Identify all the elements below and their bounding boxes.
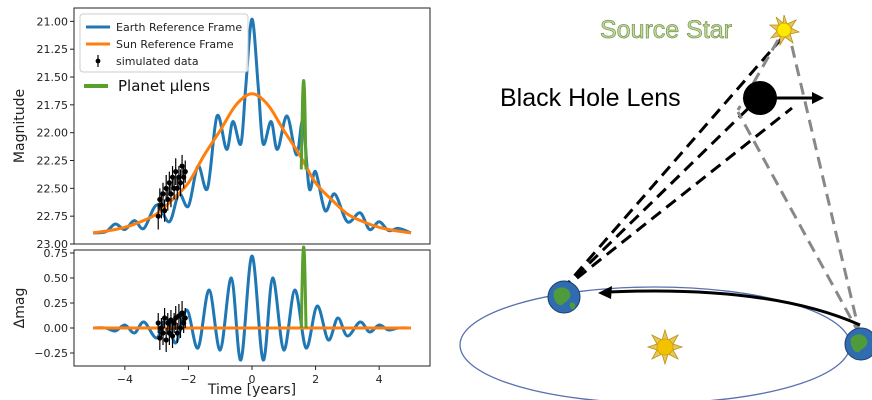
orbit-motion-arrow <box>607 289 861 327</box>
y-tick-label: 22.00 <box>37 127 69 140</box>
data-point <box>160 330 166 336</box>
y-tick-label: 21.75 <box>37 99 69 112</box>
legend-label-earth: Earth Reference Frame <box>116 21 242 34</box>
lens-arrow-head <box>812 92 824 104</box>
bottom-y-axis-label: Δmag <box>12 288 28 329</box>
y-tick-label: 23.00 <box>37 238 69 251</box>
lensing-geometry-diagram: Source Star Black Hole Lens <box>459 14 872 400</box>
y-tick-label: 0.75 <box>44 247 69 260</box>
star-icon <box>768 14 801 47</box>
bottom-plot-frame <box>73 249 431 367</box>
light-curve-figure: 21.00 21.25 21.50 21.75 22.00 22.25 22.50 22.75… <box>12 7 431 398</box>
sightline-earth-right-to-star <box>788 37 862 336</box>
y-tick-label: 0.25 <box>44 297 69 310</box>
data-point <box>182 169 188 175</box>
x-tick-label: −4 <box>117 373 133 386</box>
earth-icon <box>844 327 872 361</box>
legend-label-data: simulated data <box>116 55 199 68</box>
legend-label-planet: Planet μlens <box>118 77 210 95</box>
source-star-label: Source Star <box>600 16 732 44</box>
data-point <box>168 191 174 197</box>
magnitude-panel: 21.00 21.25 21.50 21.75 22.00 22.25 22.50 22.75… <box>12 7 431 251</box>
y-tick-label: 0.00 <box>44 322 69 335</box>
x-tick-label: 2 <box>312 373 319 386</box>
data-point <box>182 315 188 321</box>
data-point <box>155 320 161 326</box>
y-tick-label: −0.25 <box>34 347 68 360</box>
series-line-planet-lens <box>299 245 308 329</box>
legend-box <box>79 13 249 73</box>
top-series-group <box>92 17 412 235</box>
data-point <box>174 330 180 336</box>
x-tick-label: 0 <box>249 373 256 386</box>
legend: Earth Reference Frame Sun Reference Fram… <box>79 13 249 73</box>
bottom-series-group <box>93 245 411 362</box>
black-hole-lens-label: Black Hole Lens <box>500 84 681 112</box>
top-y-axis-label: Magnitude <box>12 89 28 163</box>
bottom-x-ticks: −4 −2 0 2 4 <box>117 366 383 386</box>
series-line-earth-reference-frame <box>93 254 411 362</box>
orbit-arrow-head <box>598 286 612 299</box>
x-tick-label: 4 <box>376 373 383 386</box>
data-point <box>160 191 166 197</box>
sightline-earth-left-to-lens-b <box>560 90 767 292</box>
data-point <box>177 325 184 331</box>
earth-icon <box>547 280 581 314</box>
y-tick-label: 22.25 <box>37 155 69 168</box>
y-tick-label: 0.50 <box>44 272 69 285</box>
y-tick-label: 21.50 <box>37 71 69 84</box>
data-point <box>169 333 176 339</box>
sightline-earth-left-to-star <box>560 37 784 291</box>
data-point <box>163 337 169 343</box>
data-point <box>177 180 184 186</box>
data-point <box>161 208 168 214</box>
legend-label-sun: Sun Reference Frame <box>116 38 234 51</box>
sightline-earth-left-to-lens <box>561 106 793 292</box>
data-point <box>173 169 179 175</box>
top-plot-frame <box>73 7 431 245</box>
series-line-sun-reference-frame <box>92 92 412 235</box>
legend-swatch-data <box>95 55 101 67</box>
sun-icon <box>646 328 684 366</box>
top-y-ticks: 21.00 21.25 21.50 21.75 22.00 22.25 22.50 22.75… <box>37 15 74 251</box>
series-line-earth-reference-frame <box>92 17 412 235</box>
x-tick-label: −2 <box>180 373 196 386</box>
sightline-earth-right-to-lens <box>736 111 862 336</box>
series-line-planet-lens <box>299 78 308 170</box>
y-tick-label: 21.00 <box>37 15 69 28</box>
y-tick-label: 22.75 <box>37 210 69 223</box>
delta-mag-panel: −0.25 0.00 0.25 0.50 0.75 −4 −2 0 2 4 Δmag Time … <box>12 245 431 398</box>
x-axis-label: Time [years] <box>207 382 296 398</box>
data-point <box>165 196 171 203</box>
data-point <box>161 315 168 321</box>
bottom-y-ticks: −0.25 0.00 0.25 0.50 0.75 <box>34 247 74 360</box>
data-point <box>155 213 161 219</box>
y-tick-label: 21.25 <box>37 43 69 56</box>
y-tick-label: 22.50 <box>37 182 69 195</box>
